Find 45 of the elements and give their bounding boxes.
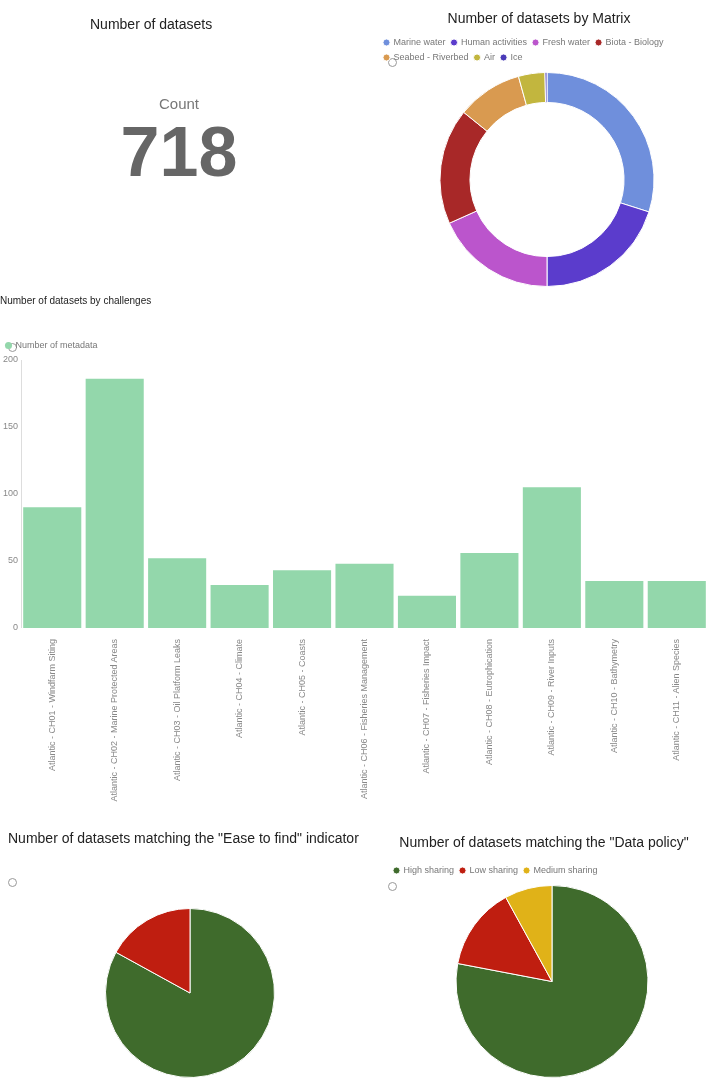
x-tick-label: Atlantic - CH10 - Bathymetry: [608, 638, 619, 753]
x-tick-label: Atlantic - CH06 - Fisheries Management: [358, 638, 369, 799]
x-tick-label: Atlantic - CH09 - River Inputs: [546, 638, 557, 756]
x-tick-label: Atlantic - CH11 - Alien Species: [671, 638, 682, 761]
x-tick-label: Atlantic - CH04 - Climate: [234, 638, 245, 738]
chart-title: Number of datasets by Matrix: [446, 10, 632, 26]
bar: [23, 507, 82, 628]
legend-label: Ice: [510, 51, 523, 62]
chart-title: Number of datasets matching the "Ease to find" indicator: [8, 830, 360, 846]
bar: [273, 570, 332, 628]
data-label: 718: [119, 112, 239, 192]
x-tick-label: Atlantic - CH07 - Fisheries Impact: [421, 638, 432, 774]
legend-label: Air: [484, 51, 496, 62]
legend-label: Human activities: [461, 36, 528, 47]
legend-label: High sharing: [403, 864, 455, 875]
y-tick-label: 50: [8, 555, 19, 566]
legend-label: Medium sharing: [533, 864, 598, 875]
bar: [397, 595, 456, 628]
category-label: Count: [158, 95, 200, 112]
bar: [85, 378, 144, 628]
x-tick-label: Atlantic - CH08 - Eutrophication: [483, 638, 494, 765]
y-tick-label: 0: [13, 622, 19, 633]
bar: [522, 487, 581, 628]
x-tick-label: Atlantic - CH03 - Oil Platform Leaks: [171, 638, 182, 781]
chart-title: Number of datasets matching the "Data policy": [398, 834, 690, 850]
bar: [335, 563, 394, 628]
x-tick-label: Atlantic - CH05 - Coasts: [296, 638, 307, 736]
x-tick-label: Atlantic - CH01 - Windfarm Siting: [46, 638, 57, 771]
bar: [460, 552, 519, 628]
legend-label: Biota - Biology: [605, 36, 665, 47]
y-tick-label: 200: [2, 354, 19, 365]
legend-label: Marine water: [393, 36, 446, 47]
legend-label: Seabed - Riverbed: [393, 51, 469, 62]
legend-label: Low sharing: [469, 864, 519, 875]
y-tick-label: 150: [2, 421, 19, 432]
x-tick-label: Atlantic - CH02 - Marine Protected Areas: [109, 638, 120, 802]
legend-label: Number of metadata: [15, 339, 98, 350]
bar: [210, 585, 269, 628]
bar: [647, 581, 706, 628]
legend-label: Fresh water: [542, 36, 591, 47]
y-tick-label: 100: [2, 488, 19, 499]
text: Number of datasets: [90, 16, 214, 32]
chart-title: Number of datasets by challenges: [0, 295, 153, 306]
bar: [585, 581, 644, 628]
bar: [148, 558, 207, 628]
